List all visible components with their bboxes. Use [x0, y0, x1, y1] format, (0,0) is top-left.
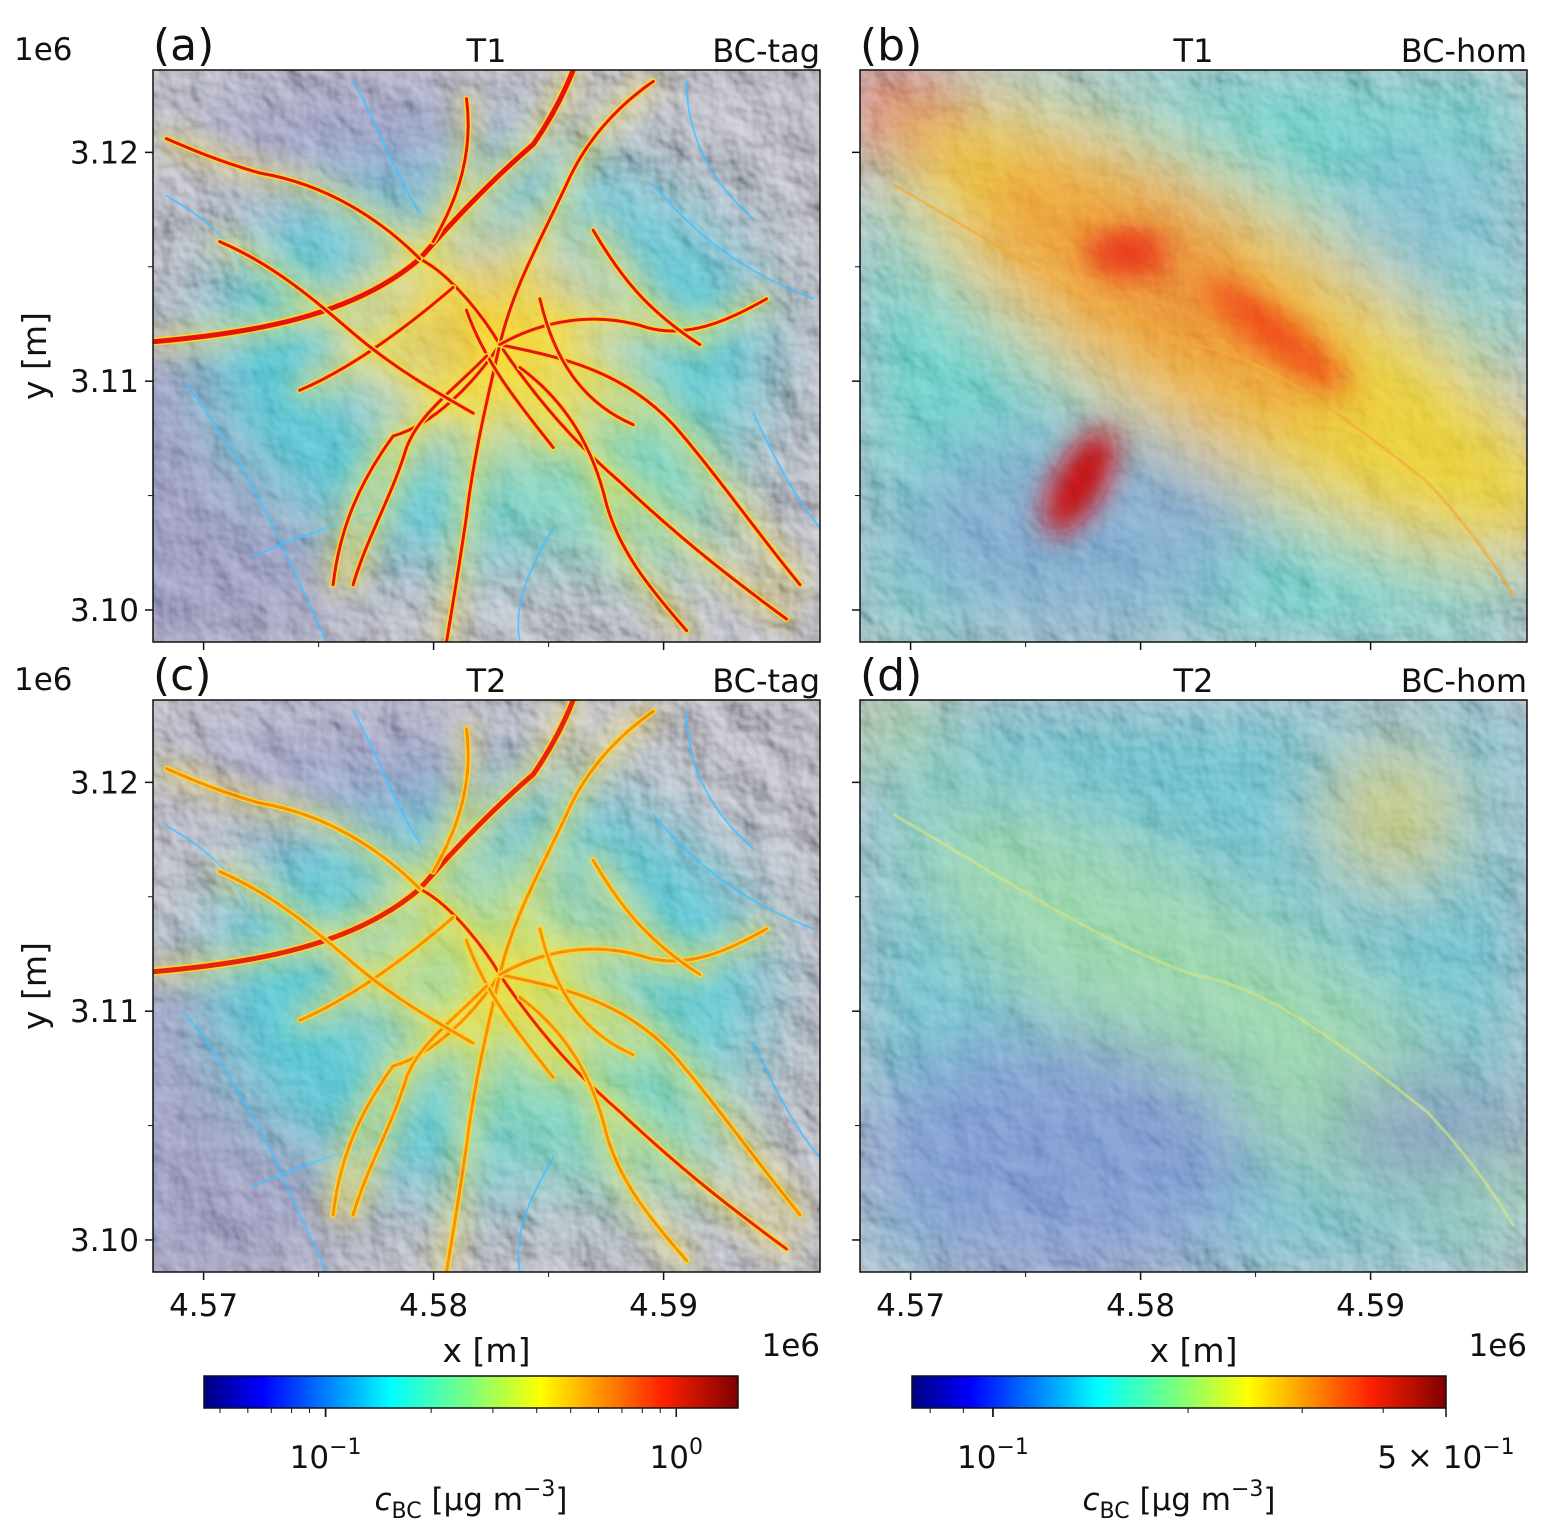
- panel-a: (a) T1 BC-tag 3.12 3.11 3.10 1e6 y [m]: [14, 20, 821, 650]
- y-offset-label: 1e6: [14, 662, 73, 698]
- axes-frame: [152, 699, 821, 1273]
- y-tick-label: 3.10: [70, 1223, 139, 1259]
- relief-overlay: [860, 70, 1527, 642]
- panel-title: T2: [1173, 662, 1214, 700]
- y-tick-label: 3.10: [70, 593, 139, 629]
- panel-title: T1: [1173, 32, 1214, 70]
- map-area-d: [860, 700, 1527, 1272]
- relief-overlay: [153, 70, 820, 642]
- colorbar-label: cBC [μg m−3]: [374, 1477, 567, 1524]
- panel-letter: (c): [153, 650, 212, 701]
- x-tick-label: 4.57: [169, 1288, 238, 1324]
- x-axis-label: x [m]: [1150, 1331, 1238, 1370]
- panel-title: T2: [466, 662, 507, 700]
- colorbar-tick-label: 100: [650, 1435, 703, 1476]
- panel-scenario: BC-hom: [1401, 32, 1527, 70]
- colorbar-hom: 10−1 5 × 10−1 cBC [μg m−3]: [911, 1375, 1515, 1524]
- x-axis-label: x [m]: [443, 1331, 531, 1370]
- y-tick-label: 3.12: [70, 135, 139, 171]
- x-tick-label: 4.59: [1336, 1288, 1405, 1324]
- panel-c: (c) T2 BC-tag 3.12 3.11 3.10 4.57 4.58 4.59 1e6 y …: [14, 650, 821, 1370]
- colorbar-gradient: [203, 1375, 739, 1409]
- map-area-a: [153, 70, 820, 642]
- y-axis-label: y [m]: [15, 942, 54, 1030]
- panel-scenario: BC-hom: [1401, 662, 1527, 700]
- x-tick-label: 4.58: [1106, 1288, 1175, 1324]
- panel-letter: (a): [153, 20, 214, 71]
- colorbar-gradient: [911, 1375, 1447, 1409]
- relief-overlay: [153, 700, 820, 1272]
- y-tick-label: 3.12: [70, 765, 139, 801]
- colorbar-tag: 10−1 100 cBC [μg m−3]: [203, 1375, 739, 1524]
- colorbar-tick-label: 10−1: [957, 1435, 1029, 1476]
- colorbar-tick-label: 10−1: [290, 1435, 362, 1476]
- panel-letter: (b): [860, 20, 922, 71]
- relief-overlay: [860, 700, 1527, 1272]
- panel-d: (d) T2 BC-hom 4.57 4.58 4.59 x [m] 1e6: [852, 650, 1528, 1370]
- panel-scenario: BC-tag: [712, 662, 820, 700]
- map-area-b: [860, 70, 1527, 642]
- panel-b: (b) T1 BC-hom: [852, 20, 1528, 650]
- panel-letter: (d): [860, 650, 922, 701]
- x-tick-label: 4.58: [399, 1288, 468, 1324]
- axes-frame: [859, 699, 1528, 1273]
- x-tick-label: 4.57: [876, 1288, 945, 1324]
- y-tick-label: 3.11: [70, 994, 139, 1030]
- y-axis-label: y [m]: [15, 312, 54, 400]
- map-area-c: [153, 700, 820, 1272]
- y-tick-label: 3.11: [70, 364, 139, 400]
- x-offset-label: 1e6: [761, 1328, 820, 1364]
- axes-frame: [152, 69, 821, 643]
- x-offset-label: 1e6: [1468, 1328, 1527, 1364]
- panel-scenario: BC-tag: [712, 32, 820, 70]
- colorbar-label: cBC [μg m−3]: [1082, 1477, 1275, 1524]
- axes-frame: [859, 69, 1528, 643]
- colorbar-tick-label: 5 × 10−1: [1377, 1435, 1514, 1476]
- y-offset-label: 1e6: [14, 32, 73, 68]
- panel-title: T1: [466, 32, 507, 70]
- x-tick-label: 4.59: [629, 1288, 698, 1324]
